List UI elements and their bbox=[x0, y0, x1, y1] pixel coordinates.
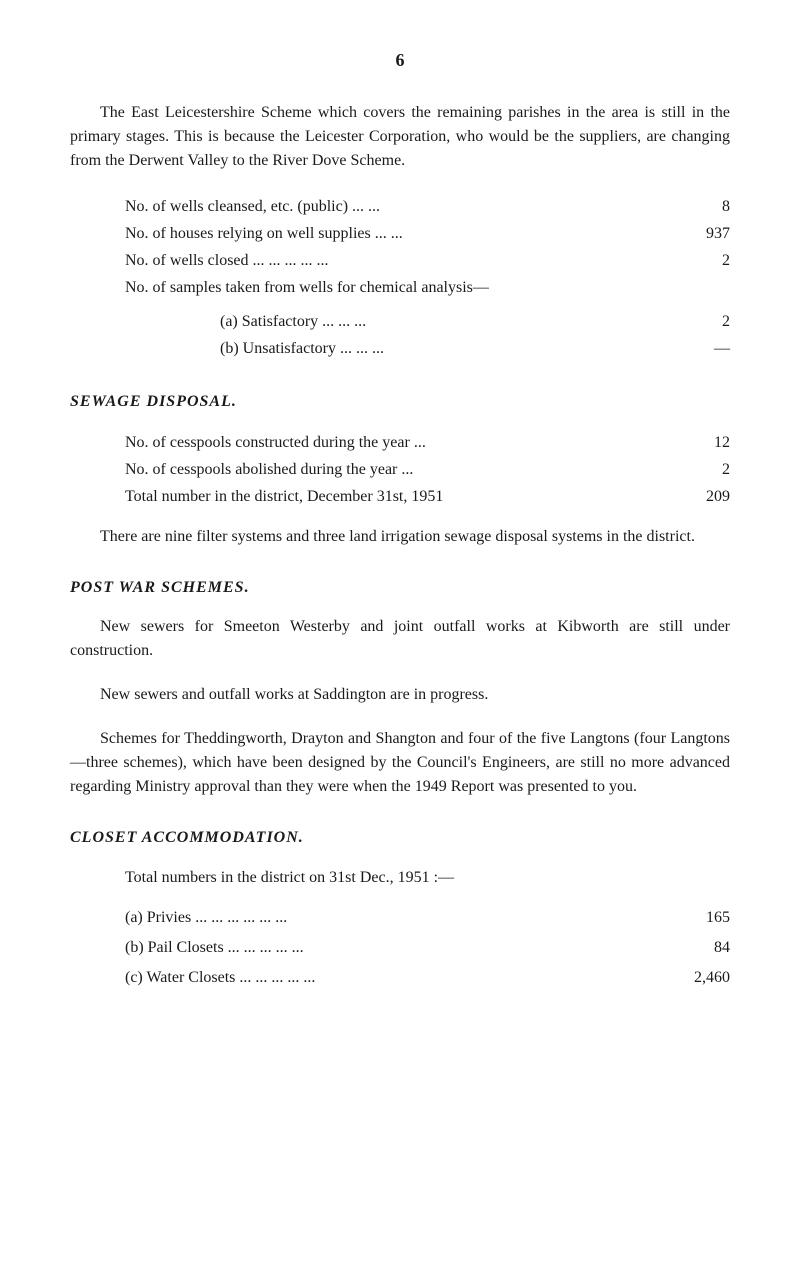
sub-row: (b) Unsatisfactory ... ... ... — bbox=[70, 335, 730, 362]
row-value: 8 bbox=[650, 193, 730, 220]
postwar-para-2: New sewers and outfall works at Saddingt… bbox=[70, 683, 730, 707]
wells-data-block: No. of wells cleansed, etc. (public) ...… bbox=[70, 193, 730, 363]
sub-row-value: 2 bbox=[650, 308, 730, 335]
closet-intro: Total numbers in the district on 31st De… bbox=[70, 865, 730, 891]
sub-row: (a) Satisfactory ... ... ... 2 bbox=[70, 308, 730, 335]
row-value: 84 bbox=[630, 933, 730, 963]
closet-row: (b) Pail Closets ... ... ... ... ... 84 bbox=[70, 933, 730, 963]
postwar-para-1: New sewers for Smeeton Westerby and join… bbox=[70, 615, 730, 663]
sub-row-label: (b) Unsatisfactory ... ... ... bbox=[220, 335, 650, 362]
data-row: Total number in the district, December 3… bbox=[70, 483, 730, 510]
postwar-heading: POST WAR SCHEMES. bbox=[70, 579, 730, 597]
row-value: 165 bbox=[630, 903, 730, 933]
row-value: 209 bbox=[650, 483, 730, 510]
closet-row: (a) Privies ... ... ... ... ... ... 165 bbox=[70, 903, 730, 933]
page-number: 6 bbox=[70, 50, 730, 71]
data-row: No. of cesspools constructed during the … bbox=[70, 429, 730, 456]
data-row: No. of houses relying on well supplies .… bbox=[70, 220, 730, 247]
intro-paragraph: The East Leicestershire Scheme which cov… bbox=[70, 101, 730, 173]
row-label: No. of cesspools constructed during the … bbox=[125, 429, 650, 456]
sewage-heading: SEWAGE DISPOSAL. bbox=[70, 393, 730, 411]
closet-data-block: (a) Privies ... ... ... ... ... ... 165 … bbox=[70, 903, 730, 994]
row-label: No. of houses relying on well supplies .… bbox=[125, 220, 650, 247]
sewage-paragraph: There are nine filter systems and three … bbox=[70, 525, 730, 549]
row-label: No. of wells closed ... ... ... ... ... bbox=[125, 247, 650, 274]
row-value: 937 bbox=[650, 220, 730, 247]
samples-text: No. of samples taken from wells for chem… bbox=[70, 275, 730, 301]
data-row: No. of cesspools abolished during the ye… bbox=[70, 456, 730, 483]
row-value: 2,460 bbox=[630, 963, 730, 993]
row-label: (c) Water Closets ... ... ... ... ... bbox=[125, 963, 630, 993]
sub-row-label: (a) Satisfactory ... ... ... bbox=[220, 308, 650, 335]
row-value: 2 bbox=[650, 456, 730, 483]
row-label: (a) Privies ... ... ... ... ... ... bbox=[125, 903, 630, 933]
closet-heading: CLOSET ACCOMMODATION. bbox=[70, 829, 730, 847]
row-label: No. of cesspools abolished during the ye… bbox=[125, 456, 650, 483]
row-label: No. of wells cleansed, etc. (public) ...… bbox=[125, 193, 650, 220]
sub-row-value: — bbox=[650, 335, 730, 362]
row-value: 2 bbox=[650, 247, 730, 274]
row-value: 12 bbox=[650, 429, 730, 456]
closet-row: (c) Water Closets ... ... ... ... ... 2,… bbox=[70, 963, 730, 993]
postwar-para-3: Schemes for Theddingworth, Drayton and S… bbox=[70, 727, 730, 799]
row-label: (b) Pail Closets ... ... ... ... ... bbox=[125, 933, 630, 963]
row-label: Total number in the district, December 3… bbox=[125, 483, 650, 510]
sewage-data-block: No. of cesspools constructed during the … bbox=[70, 429, 730, 511]
data-row: No. of wells cleansed, etc. (public) ...… bbox=[70, 193, 730, 220]
data-row: No. of wells closed ... ... ... ... ... … bbox=[70, 247, 730, 274]
